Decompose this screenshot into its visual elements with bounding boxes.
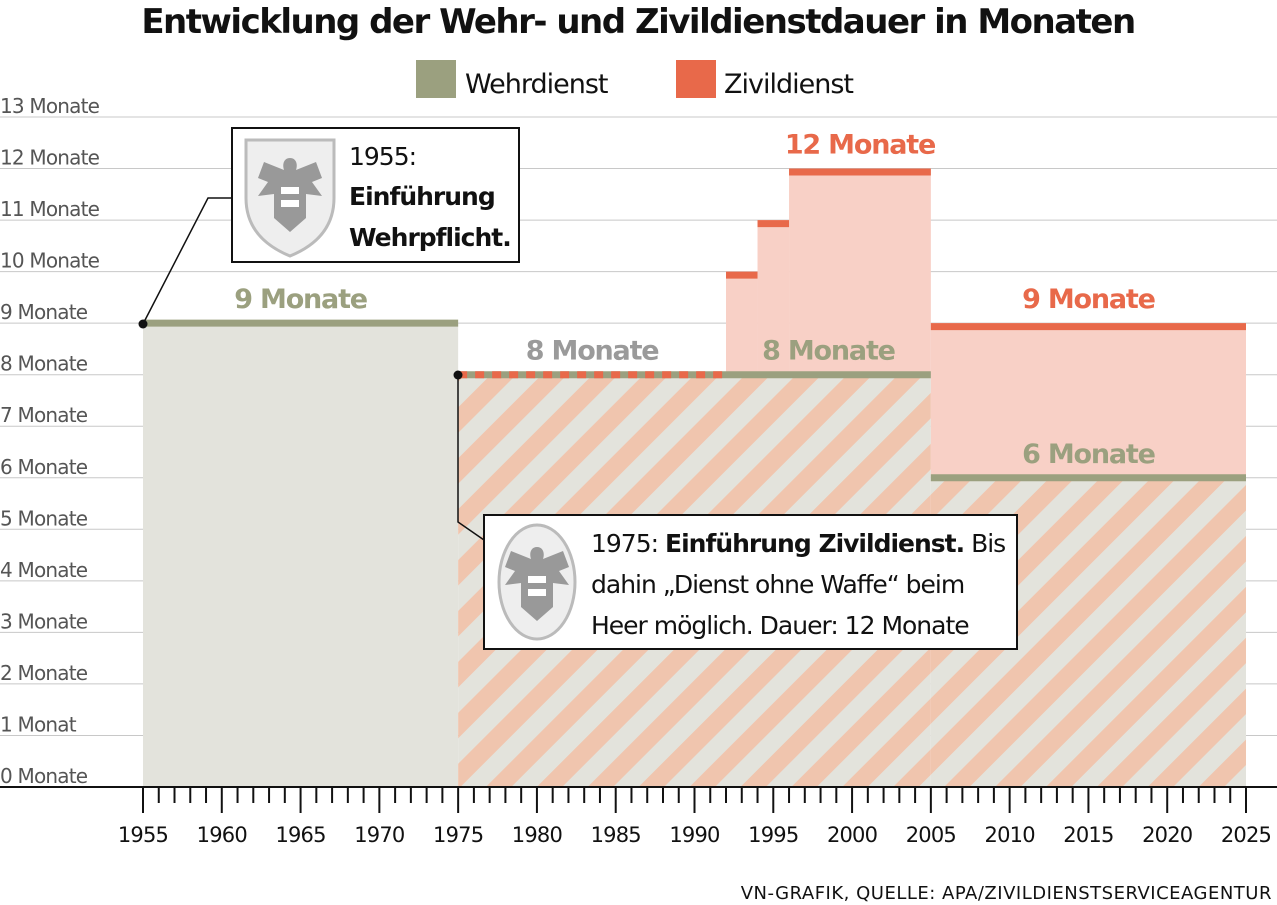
series-lines xyxy=(143,168,1246,482)
y-tick-label: 1 Monat xyxy=(0,712,77,736)
x-tick-label: 1970 xyxy=(354,823,404,847)
annotation-text-part: Bis xyxy=(964,529,1005,558)
annotation-text: Heer möglich. Dauer: 12 Monate xyxy=(591,611,969,640)
annotation-text: dahin „Dienst ohne Waffe“ beim xyxy=(591,570,964,599)
data-label: 8 Monate xyxy=(762,336,895,367)
y-tick-label: 11 Monate xyxy=(0,197,100,221)
x-tick-label: 2000 xyxy=(827,823,877,847)
annotation-1955: 1955: Einführung Wehrpflicht. xyxy=(138,127,520,329)
austria-emblem-icon xyxy=(244,138,336,258)
zivildienst-area xyxy=(789,168,931,375)
legend-label-wehrdienst: Wehrdienst xyxy=(465,69,608,100)
x-tick-label: 2010 xyxy=(985,823,1035,847)
legend-swatch-zivildienst xyxy=(676,60,716,98)
y-axis: 0 Monate 1 Monat 2 Monate 3 Monate 4 Monate 5… xyxy=(0,94,100,788)
x-tick-label: 1955 xyxy=(118,823,168,847)
annotation-dot xyxy=(138,319,148,329)
data-label: 9 Monate xyxy=(234,284,367,315)
annotation-text-part: Einführung Zivildienst. xyxy=(665,529,964,558)
y-tick-label: 9 Monate xyxy=(0,300,88,324)
wehrdienst-area xyxy=(143,323,459,787)
austria-emblem-icon xyxy=(497,523,577,641)
annotation-text: Einführung xyxy=(349,182,495,211)
annotation-dot xyxy=(453,370,463,380)
annotation-text-part: 1975: xyxy=(591,529,665,558)
annotation-text: 1955: xyxy=(349,142,416,171)
zivildienst-area xyxy=(757,220,790,375)
y-tick-label: 7 Monate xyxy=(0,403,88,427)
x-tick-label: 1980 xyxy=(512,823,562,847)
x-tick-label: 1990 xyxy=(669,823,719,847)
y-tick-label: 4 Monate xyxy=(0,558,88,582)
x-tick-label: 2020 xyxy=(1142,823,1192,847)
annotation-leader-line xyxy=(457,375,485,541)
data-labels: 9 Monate 8 Monate 8 Monate 12 Monate 9 Monat… xyxy=(234,130,1156,470)
y-tick-label: 6 Monate xyxy=(0,455,88,479)
data-label: 12 Monate xyxy=(785,130,935,161)
y-tick-label: 2 Monate xyxy=(0,661,88,685)
annotation-1975: 1975: Einführung Zivildienst. Bis dahin … xyxy=(453,370,1018,650)
x-tick-label: 1995 xyxy=(748,823,798,847)
x-tick-label: 2005 xyxy=(906,823,956,847)
y-tick-label: 12 Monate xyxy=(0,146,100,170)
x-axis: 1955 1960 1965 1970 1975 1980 1985 1990 1995 2000… xyxy=(0,786,1277,847)
annotation-leader-line xyxy=(142,197,232,325)
annotation-text: 1975: Einführung Zivildienst. Bis xyxy=(591,529,1005,558)
x-tick-label: 1960 xyxy=(197,823,247,847)
y-tick-label: 5 Monate xyxy=(0,506,88,530)
x-tick-label: 2025 xyxy=(1221,823,1271,847)
data-label: 6 Monate xyxy=(1022,439,1155,470)
y-tick-label: 10 Monate xyxy=(0,249,100,273)
y-tick-label: 0 Monate xyxy=(0,764,88,788)
y-tick-label: 3 Monate xyxy=(0,609,88,633)
x-tick-label: 2015 xyxy=(1063,823,1113,847)
legend-label-zivildienst: Zivildienst xyxy=(724,69,853,100)
annotation-text: Wehrpflicht. xyxy=(349,223,511,252)
x-tick-label: 1985 xyxy=(591,823,641,847)
y-tick-label: 13 Monate xyxy=(0,94,100,118)
chart-title: Entwicklung der Wehr- und Zivildienstdau… xyxy=(141,2,1134,42)
legend-swatch-wehrdienst xyxy=(416,60,456,98)
x-tick-label: 1975 xyxy=(433,823,483,847)
data-label: 9 Monate xyxy=(1022,284,1155,315)
zivildienst-area xyxy=(930,323,1246,478)
data-label: 8 Monate xyxy=(526,336,659,367)
legend: Wehrdienst Zivildienst xyxy=(416,60,854,100)
source-credit: VN-GRAFIK, QUELLE: APA/ZIVILDIENSTSERVIC… xyxy=(741,883,1272,904)
zivildienst-area xyxy=(726,271,758,375)
x-tick-label: 1965 xyxy=(275,823,325,847)
y-tick-label: 8 Monate xyxy=(0,352,88,376)
